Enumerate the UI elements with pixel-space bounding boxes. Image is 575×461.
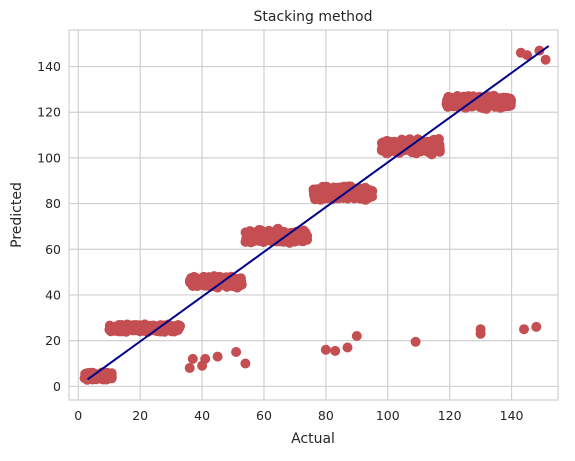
data-point xyxy=(442,101,453,112)
data-point xyxy=(231,347,242,357)
data-point xyxy=(109,324,120,335)
y-tick-label: 100 xyxy=(37,150,61,165)
y-axis-label: Predicted xyxy=(9,182,25,248)
chart-title: Stacking method xyxy=(254,9,373,25)
data-point xyxy=(398,142,409,153)
x-tick-label: 0 xyxy=(74,408,82,423)
data-point xyxy=(275,227,286,238)
y-tick-label: 140 xyxy=(37,59,61,74)
x-axis-label: Actual xyxy=(291,431,335,447)
fit-line xyxy=(86,45,550,381)
data-point xyxy=(138,323,148,334)
data-point xyxy=(240,358,251,369)
y-tick-label: 20 xyxy=(45,333,61,348)
data-point xyxy=(488,96,499,107)
data-point xyxy=(499,99,510,110)
x-tick-label: 120 xyxy=(438,408,462,423)
data-point xyxy=(475,324,486,335)
data-point xyxy=(476,97,487,108)
data-point xyxy=(249,235,260,246)
data-point xyxy=(184,363,195,373)
data-point xyxy=(191,273,201,284)
fit-line-group xyxy=(86,45,550,381)
y-tick-label: 40 xyxy=(45,287,61,302)
x-tick-label: 100 xyxy=(376,408,400,423)
data-point xyxy=(519,324,529,335)
data-point xyxy=(531,321,542,332)
data-point xyxy=(540,54,551,65)
y-tick-label: 0 xyxy=(53,379,61,394)
data-point xyxy=(295,227,305,238)
data-point xyxy=(534,45,545,56)
data-point xyxy=(411,148,422,159)
data-point xyxy=(342,342,353,353)
x-tick-label: 60 xyxy=(256,408,272,423)
data-point xyxy=(261,232,272,243)
data-point xyxy=(318,192,329,203)
data-point xyxy=(410,336,421,347)
data-point xyxy=(170,323,181,334)
plot-frame xyxy=(68,29,559,401)
data-point xyxy=(235,278,246,289)
data-point xyxy=(320,344,331,355)
data-point xyxy=(124,321,135,332)
data-point xyxy=(212,351,223,362)
data-point xyxy=(96,373,107,384)
y-tick-label: 120 xyxy=(37,105,61,120)
data-point xyxy=(380,140,391,151)
data-point xyxy=(522,50,533,61)
y-tick-labels: 0 20 40 60 80 100 120 140 xyxy=(37,59,61,394)
data-point xyxy=(330,345,341,356)
y-tick-label: 80 xyxy=(45,196,61,211)
x-tick-label: 80 xyxy=(318,408,334,423)
data-point xyxy=(79,373,90,384)
data-point xyxy=(358,189,368,200)
x-tick-label: 20 xyxy=(132,408,148,423)
data-point xyxy=(207,272,218,283)
x-tick-labels: 0 20 40 60 80 100 120 140 xyxy=(74,408,523,423)
data-point xyxy=(351,331,362,341)
x-tick-label: 140 xyxy=(500,408,524,423)
data-point xyxy=(200,353,211,364)
y-tick-label: 60 xyxy=(45,242,61,257)
data-point xyxy=(425,143,436,153)
data-point xyxy=(187,353,198,364)
x-tick-label: 40 xyxy=(194,408,210,423)
data-point xyxy=(328,189,339,200)
